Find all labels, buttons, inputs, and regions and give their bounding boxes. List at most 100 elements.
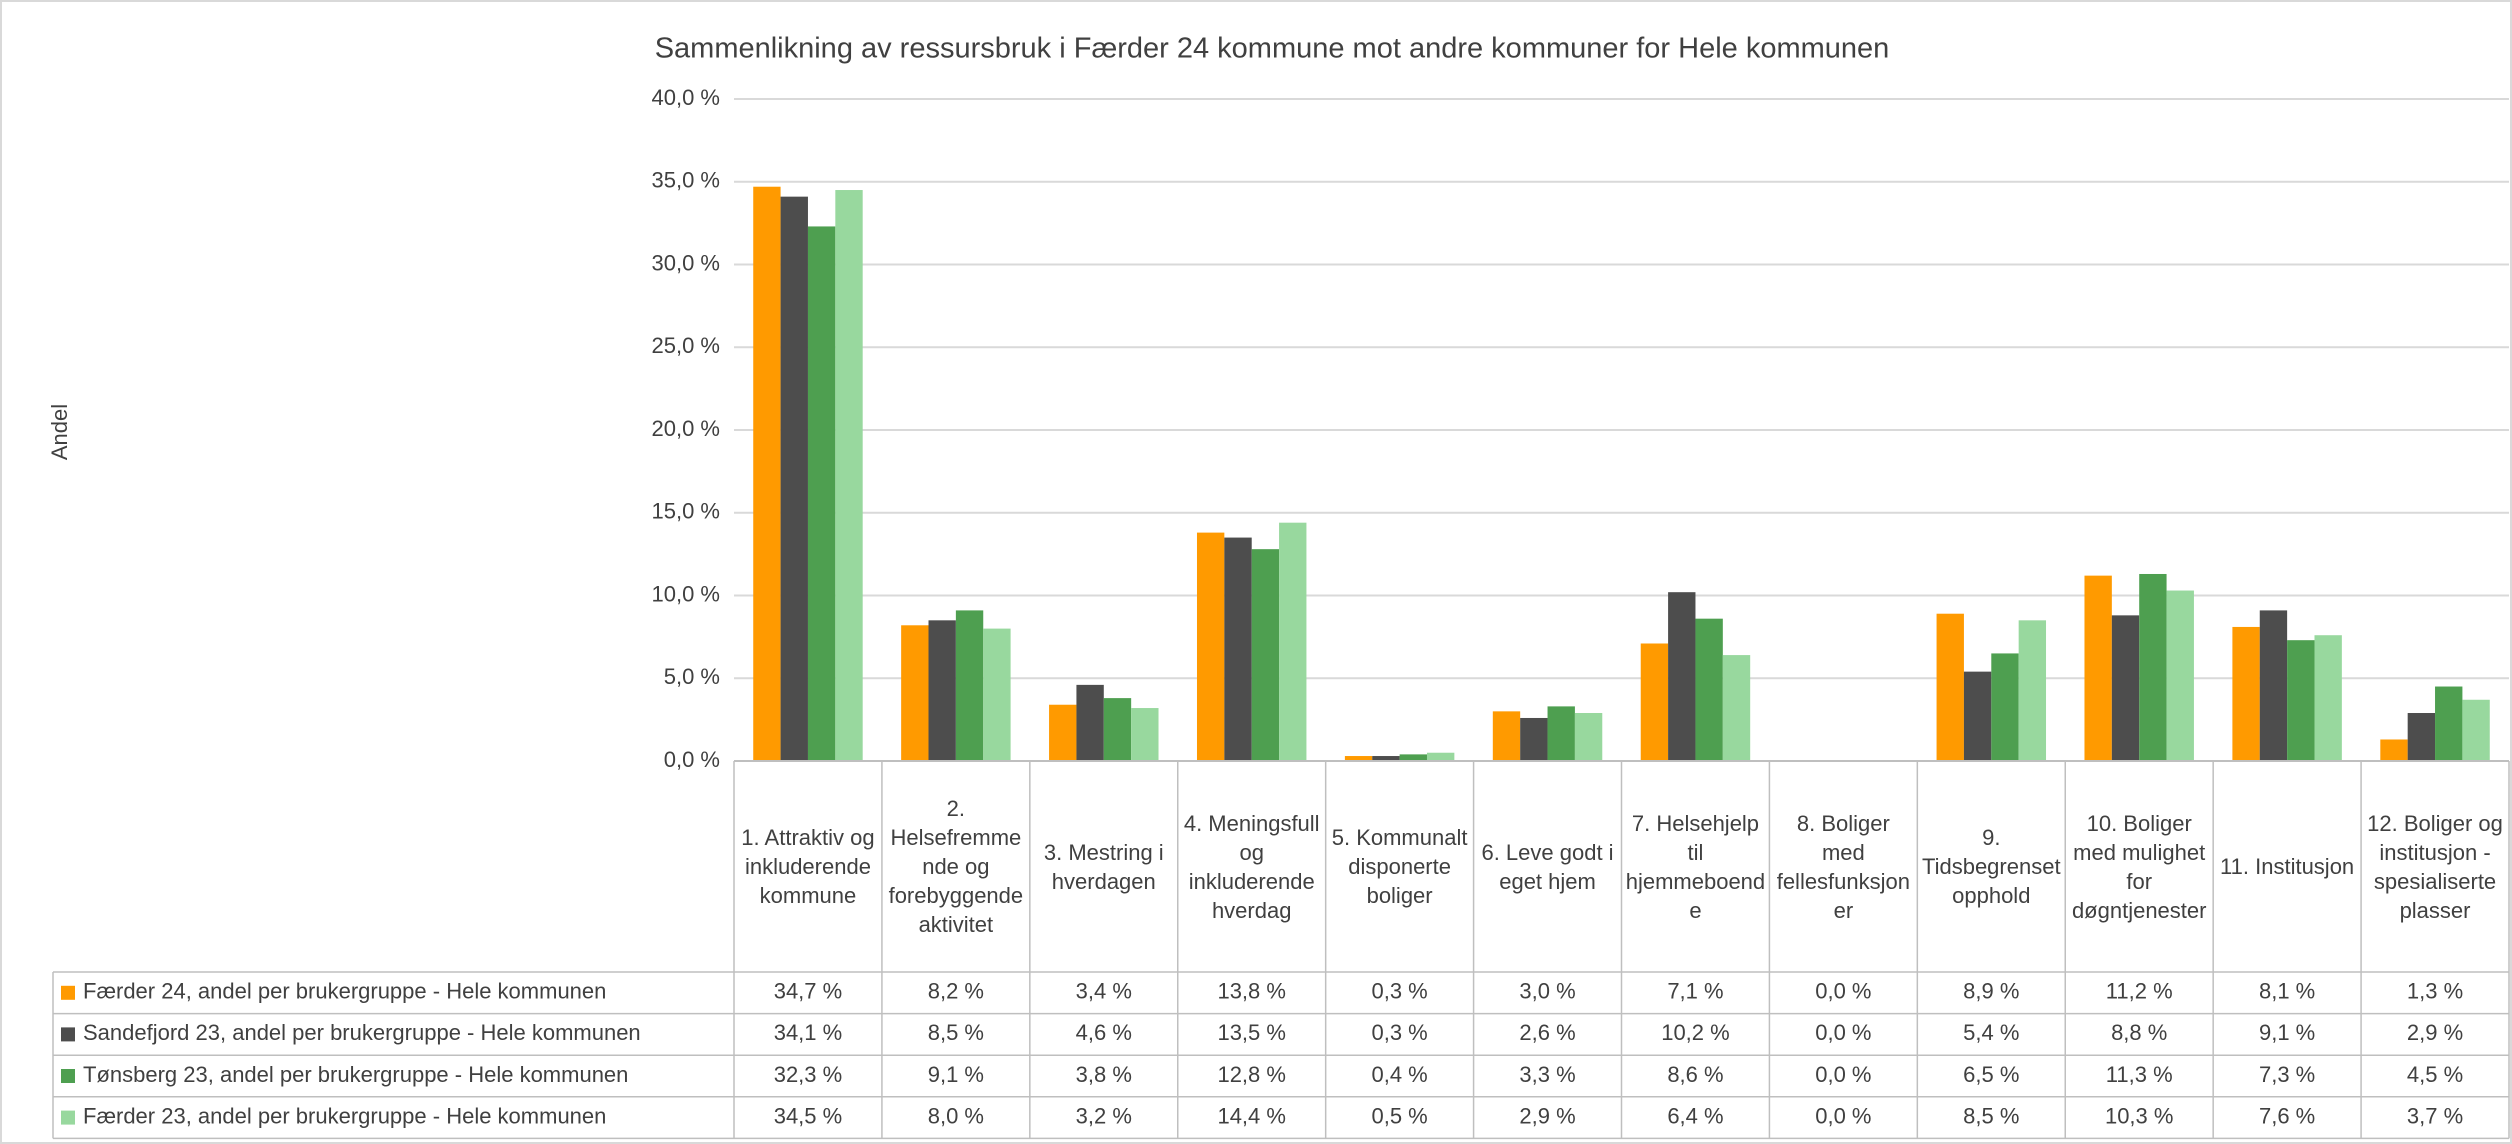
bar xyxy=(1722,655,1751,761)
table-value: 9,1 % xyxy=(928,1062,984,1087)
bar xyxy=(1520,717,1548,761)
bar xyxy=(2380,739,2408,761)
table-value: 0,0 % xyxy=(1815,1020,1871,1045)
bar xyxy=(2232,626,2260,761)
table-value: 4,5 % xyxy=(2407,1062,2463,1087)
x-tick-label: 12. Boliger og institusjon - spesialiser… xyxy=(2367,810,2503,923)
bar xyxy=(1196,532,1225,761)
table-value: 6,5 % xyxy=(1963,1062,2019,1087)
table-value: 3,7 % xyxy=(2407,1103,2463,1128)
table-value: 12,8 % xyxy=(1217,1062,1286,1087)
x-tick-cell: 4. Meningsfull og inkluderende hverdag xyxy=(1183,810,1320,923)
x-tick-label: 6. Leve godt i eget hjem xyxy=(1481,839,1614,894)
bar xyxy=(1936,613,1964,761)
legend-swatch xyxy=(61,1069,75,1083)
table-value: 2,9 % xyxy=(2407,1020,2463,1045)
table-value: 13,5 % xyxy=(1217,1020,1286,1045)
bar xyxy=(1574,713,1603,761)
table-value: 3,8 % xyxy=(1076,1062,1132,1087)
bar xyxy=(1426,752,1455,761)
table-value: 2,9 % xyxy=(1519,1103,1575,1128)
table-value: 9,1 % xyxy=(2259,1020,2315,1045)
y-tick-label: 5,0 % xyxy=(664,664,720,689)
table-value: 10,2 % xyxy=(1661,1020,1730,1045)
y-axis-label: Andel xyxy=(47,404,72,460)
bar xyxy=(901,625,929,761)
table-value: 4,6 % xyxy=(1076,1020,1132,1045)
bar xyxy=(2139,573,2167,761)
x-tick-cell: 9. Tidsbegrenset opphold xyxy=(1921,825,2061,908)
table-value: 0,3 % xyxy=(1371,979,1427,1004)
table-value: 34,1 % xyxy=(774,1020,843,1045)
x-tick-label: 4. Meningsfull og inkluderende hverdag xyxy=(1183,810,1320,923)
legend-swatch xyxy=(61,1110,75,1125)
table-value: 8,9 % xyxy=(1963,979,2019,1004)
y-tick-label: 10,0 % xyxy=(652,581,721,606)
x-tick-label: 5. Kommunalt disponerte boliger xyxy=(1331,825,1468,908)
bar xyxy=(1076,684,1104,761)
bar xyxy=(1372,756,1400,761)
bar xyxy=(1103,698,1132,761)
x-tick-cell: 1. Attraktiv og inkluderende kommune xyxy=(741,825,875,908)
x-tick-cell: 2. Helsefremmende og forebyggende aktivi… xyxy=(889,796,1024,937)
x-tick-label: 8. Boliger med fellesfunksjoner xyxy=(1776,810,1911,923)
table-value: 3,4 % xyxy=(1076,979,1132,1004)
bar xyxy=(807,226,836,761)
table-value: 0,3 % xyxy=(1371,1020,1427,1045)
bar xyxy=(1963,671,1992,761)
bar xyxy=(1695,618,1723,761)
table-value: 8,5 % xyxy=(1963,1103,2019,1128)
table-value: 8,6 % xyxy=(1667,1062,1723,1087)
table-value: 7,6 % xyxy=(2259,1103,2315,1128)
table-value: 34,7 % xyxy=(774,979,843,1004)
table-value: 7,1 % xyxy=(1667,979,1723,1004)
bar xyxy=(1279,522,1307,761)
x-tick-label: 9. Tidsbegrenset opphold xyxy=(1921,825,2061,908)
table-value: 8,5 % xyxy=(928,1020,984,1045)
bar xyxy=(2462,699,2490,761)
bar xyxy=(2259,610,2288,761)
legend-label: Færder 24, andel per brukergruppe - Hele… xyxy=(83,979,606,1004)
bar xyxy=(1251,549,1280,761)
bar xyxy=(1640,643,1669,761)
bar xyxy=(1049,704,1077,761)
x-tick-label: 1. Attraktiv og inkluderende kommune xyxy=(741,825,875,908)
bar xyxy=(2407,713,2436,761)
bar xyxy=(1131,708,1159,761)
x-tick-label: 7. Helsehjelp til hjemmeboende xyxy=(1625,810,1766,923)
table-value: 0,0 % xyxy=(1815,1062,1871,1087)
table-value: 0,0 % xyxy=(1815,1103,1871,1128)
bar xyxy=(835,190,863,761)
x-tick-cell: 11. Institusjon xyxy=(2220,854,2355,879)
bar xyxy=(2435,686,2463,761)
table-value: 34,5 % xyxy=(774,1103,843,1128)
bar xyxy=(1344,756,1373,761)
x-tick-label: 10. Boliger med mulighet for døgntjenest… xyxy=(2071,810,2207,923)
x-tick-label: 3. Mestring i hverdagen xyxy=(1043,839,1164,894)
table-value: 3,3 % xyxy=(1519,1062,1575,1087)
bar xyxy=(2018,620,2047,761)
legend-label: Sandefjord 23, andel per brukergruppe - … xyxy=(83,1020,641,1045)
bar xyxy=(983,628,1011,761)
table-value: 13,8 % xyxy=(1217,979,1286,1004)
legend-label: Færder 23, andel per brukergruppe - Hele… xyxy=(83,1103,606,1128)
table-value: 3,0 % xyxy=(1519,979,1575,1004)
table-value: 8,8 % xyxy=(2111,1020,2167,1045)
legend-swatch xyxy=(61,985,75,1000)
y-tick-label: 20,0 % xyxy=(652,416,721,441)
x-tick-cell: 3. Mestring i hverdagen xyxy=(1043,839,1164,894)
table-value: 0,4 % xyxy=(1371,1062,1427,1087)
bar xyxy=(1991,653,2019,761)
y-tick-label: 35,0 % xyxy=(652,168,721,193)
legend-label: Tønsberg 23, andel per brukergruppe - He… xyxy=(83,1062,628,1087)
y-tick-label: 30,0 % xyxy=(652,250,721,275)
x-tick-cell: 5. Kommunalt disponerte boliger xyxy=(1331,825,1468,908)
table-value: 8,1 % xyxy=(2259,979,2315,1004)
x-tick-label: 11. Institusjon xyxy=(2220,854,2355,879)
table-value: 1,3 % xyxy=(2407,979,2463,1004)
x-tick-cell: 10. Boliger med mulighet for døgntjenest… xyxy=(2071,810,2207,923)
table-value: 3,2 % xyxy=(1076,1103,1132,1128)
y-tick-label: 15,0 % xyxy=(652,499,721,524)
bar xyxy=(955,610,984,761)
